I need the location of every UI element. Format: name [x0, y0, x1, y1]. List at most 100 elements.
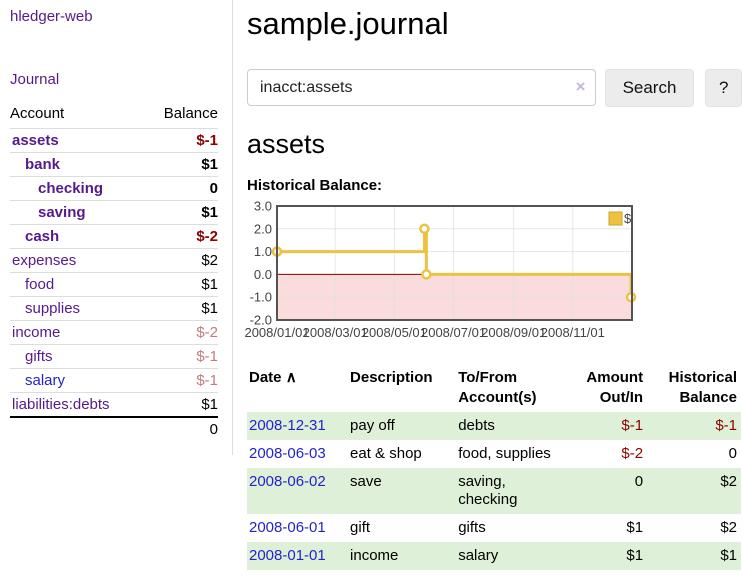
cell-balance: $2 — [720, 473, 737, 490]
x-tick-label: 2008/05/01 — [362, 325, 427, 340]
account-balance: 0 — [144, 176, 218, 201]
account-link[interactable]: gifts — [25, 348, 53, 365]
y-tick-label: -2.0 — [250, 313, 272, 328]
accounts-table: Account Balance assets $-1 bank $1 checking 0… — [10, 105, 218, 441]
help-button[interactable]: ? — [705, 69, 742, 107]
account-row: income $-2 — [10, 320, 218, 345]
y-tick-label: 1.0 — [254, 244, 272, 259]
account-link[interactable]: cash — [25, 228, 60, 245]
historical-balance-chart: $3.0 2.0 1.0 0.0 -1.0 -2.0 2008/01/01 2008/03/0… — [244, 199, 742, 343]
x-tick-label: 2008/07/01 — [421, 325, 486, 340]
balance-chart-svg: $3.0 2.0 1.0 0.0 -1.0 -2.02008/01/012008/03/0… — [244, 199, 637, 340]
transaction-date-link[interactable]: 2008-06-01 — [249, 519, 326, 536]
cell-date: 2008-01-01 — [247, 542, 348, 570]
account-link[interactable]: bank — [25, 156, 61, 173]
column-header-amount: Amount Out/In — [586, 369, 644, 406]
y-tick-label: 0.0 — [254, 267, 272, 282]
account-link[interactable]: salary — [25, 372, 66, 389]
account-balance: $2 — [144, 248, 218, 273]
account-heading: assets — [247, 129, 326, 159]
cell-amount: $-2 — [621, 445, 644, 462]
cell-amount: $1 — [626, 519, 644, 536]
x-tick-label: 2008/11/01 — [541, 325, 605, 340]
clear-search-icon[interactable]: × — [575, 77, 586, 96]
sort-asc-icon: ∧ — [285, 369, 297, 386]
cell-balance: $1 — [720, 547, 737, 564]
register-row: 2008-06-01 gift gifts $1 $2 — [247, 514, 741, 542]
app-title-link[interactable]: hledger-web — [10, 8, 93, 25]
cell-description: save — [350, 473, 382, 490]
data-point-marker — [419, 223, 430, 235]
register-row: 2008-12-31 pay off debts $-1 $-1 — [247, 412, 741, 440]
search-form: × Search ? — [247, 69, 742, 107]
account-link[interactable]: supplies — [25, 300, 81, 317]
accounts-header-account: Account — [10, 105, 65, 122]
cell-description: gift — [350, 519, 371, 536]
cell-accounts: salary — [458, 547, 499, 564]
cell-accounts: saving, checking — [458, 473, 518, 508]
cell-date: 2008-06-02 — [247, 468, 348, 514]
cell-description: pay off — [350, 417, 395, 434]
journal-link[interactable]: Journal — [10, 71, 60, 88]
sidebar: hledger-web Journal Account Balance asse… — [0, 0, 233, 455]
transaction-date-link[interactable]: 2008-06-03 — [249, 445, 326, 462]
y-tick-label: 2.0 — [254, 221, 272, 236]
search-input-wrapper: × — [247, 69, 596, 106]
account-balance: $-1 — [144, 368, 218, 393]
search-button[interactable]: Search — [604, 69, 695, 107]
register-table: Date ∧ Description To/From Account(s) Am… — [247, 366, 741, 570]
account-row: expenses $2 — [10, 248, 218, 273]
register-row: 2008-06-02 save saving, checking 0 $2 — [247, 468, 741, 514]
account-row: liabilities:debts $1 — [10, 392, 218, 417]
search-input[interactable] — [247, 69, 596, 106]
accounts-header-balance: Balance — [163, 105, 218, 122]
column-header-date: Date ∧ — [249, 369, 297, 386]
account-link[interactable]: income — [12, 324, 61, 341]
legend-swatch — [608, 211, 623, 226]
column-header-balance: Historical Balance — [668, 369, 737, 406]
transaction-date-link[interactable]: 2008-12-31 — [249, 417, 326, 434]
account-link[interactable]: expenses — [12, 252, 77, 269]
cell-description: eat & shop — [350, 445, 422, 462]
cell-balance: $-1 — [715, 417, 737, 434]
account-row: saving $1 — [10, 200, 218, 225]
legend-label: $ — [624, 211, 632, 226]
cell-balance: $2 — [720, 519, 737, 536]
cell-amount: $1 — [626, 547, 644, 564]
account-balance: $1 — [144, 296, 218, 321]
cell-date: 2008-06-01 — [247, 514, 348, 542]
account-balance: $1 — [144, 200, 218, 225]
y-tick-label: -1.0 — [250, 290, 272, 305]
chart-title: Historical Balance: — [247, 177, 383, 194]
transaction-date-link[interactable]: 2008-06-02 — [249, 473, 326, 490]
account-row: checking 0 — [10, 176, 218, 201]
account-row: salary $-1 — [10, 368, 218, 393]
account-link[interactable]: assets — [12, 132, 59, 149]
cell-accounts: gifts — [458, 519, 486, 536]
cell-amount: $-1 — [621, 417, 644, 434]
y-tick-label: 3.0 — [254, 199, 272, 214]
cell-accounts: debts — [458, 417, 495, 434]
column-header-description: Description — [350, 369, 433, 386]
register-header-row: Date ∧ Description To/From Account(s) Am… — [247, 366, 741, 412]
cell-date: 2008-12-31 — [247, 412, 348, 440]
account-balance: $1 — [144, 152, 218, 177]
data-point-marker — [421, 269, 432, 280]
account-link[interactable]: liabilities:debts — [12, 396, 110, 413]
page-title: sample.journal — [247, 6, 449, 41]
accounts-total-value: 0 — [144, 416, 218, 441]
account-link[interactable]: saving — [38, 204, 86, 221]
account-balance: $1 — [144, 272, 218, 297]
account-link[interactable]: food — [25, 276, 55, 293]
account-balance: $1 — [144, 392, 218, 417]
transaction-date-link[interactable]: 2008-01-01 — [249, 547, 326, 564]
cell-date: 2008-06-03 — [247, 440, 348, 468]
account-link[interactable]: checking — [38, 180, 104, 197]
accounts-total-row: 0 — [10, 416, 218, 441]
cell-accounts: food, supplies — [458, 445, 551, 462]
account-row: bank $1 — [10, 152, 218, 177]
cell-amount: 0 — [634, 473, 644, 490]
account-row: supplies $1 — [10, 296, 218, 321]
main-content: sample.journal × Search ? assets Histori… — [244, 0, 742, 570]
account-row: cash $-2 — [10, 224, 218, 249]
